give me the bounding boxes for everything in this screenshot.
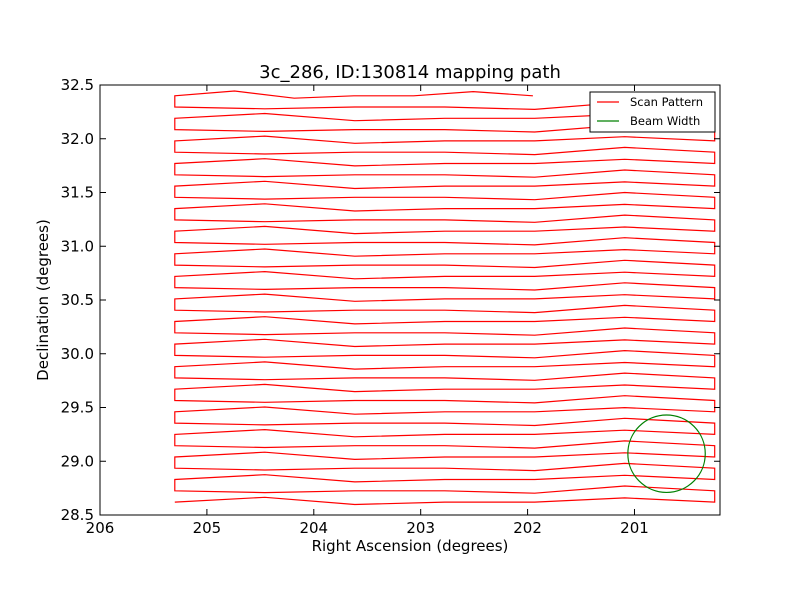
y-axis-label: Declination (degrees) <box>34 219 52 381</box>
y-tick-label: 28.5 <box>61 506 94 524</box>
x-tick-label: 205 <box>193 519 222 537</box>
x-tick-label: 206 <box>86 519 115 537</box>
scan-pattern-path <box>174 90 716 506</box>
y-tick-label: 31.0 <box>61 237 94 255</box>
y-tick-label: 32.5 <box>61 76 94 94</box>
axis-ticks: 206 205 204 203 202 201 28.5 29.0 29.5 30.0 30.5 31… <box>61 76 720 537</box>
x-tick-label: 201 <box>620 519 649 537</box>
x-axis-label: Right Ascension (degrees) <box>312 537 509 555</box>
legend-box <box>589 91 716 133</box>
y-tick-label: 29.5 <box>61 399 94 417</box>
beam-width-circle <box>627 414 706 494</box>
plot-data-layer <box>174 90 716 506</box>
x-tick-label: 202 <box>513 519 542 537</box>
x-tick-label: 203 <box>406 519 435 537</box>
legend: Scan Pattern Beam Width <box>589 91 716 133</box>
legend-label-beam-width: Beam Width <box>630 114 700 128</box>
y-tick-label: 30.5 <box>61 291 94 309</box>
chart-title: 3c_286, ID:130814 mapping path <box>259 62 561 83</box>
y-tick-label: 29.0 <box>61 452 94 470</box>
y-tick-label: 30.0 <box>61 345 94 363</box>
x-tick-label: 204 <box>299 519 328 537</box>
legend-label-scan-pattern: Scan Pattern <box>630 95 703 109</box>
y-tick-label: 32.0 <box>61 130 94 148</box>
y-tick-label: 31.5 <box>61 184 94 202</box>
